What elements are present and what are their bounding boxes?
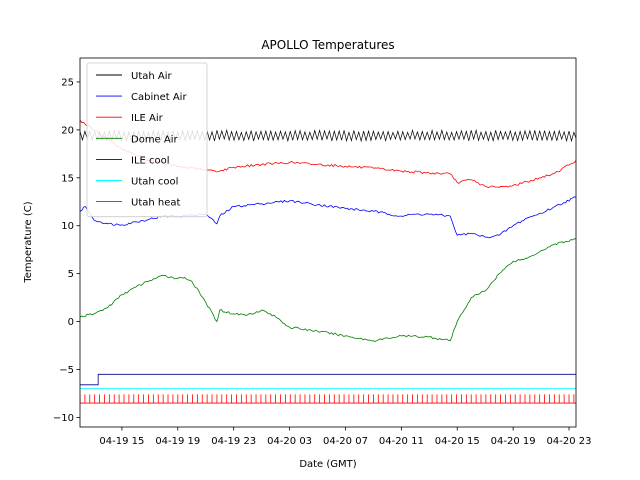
y-tick-label: −10 (53, 413, 74, 424)
series-utah-heat (80, 394, 576, 404)
plot-frame (79, 57, 577, 428)
y-tick-label: 5 (68, 269, 74, 280)
legend-label-utah-air: Utah Air (131, 71, 173, 82)
x-tick-label: 04-20 15 (435, 436, 480, 447)
legend-label-utah-cool: Utah cool (131, 177, 178, 188)
legend-label-cabinet-air: Cabinet Air (131, 92, 187, 103)
y-tick-label: 0 (68, 317, 74, 328)
legend-label-ile-air: ILE Air (131, 113, 164, 124)
x-tick-label: 04-19 19 (155, 436, 200, 447)
legend: Utah Air Cabinet Air ILE Air Dome Air ILE co… (86, 62, 208, 218)
chart-title: APOLLO Temperatures (261, 38, 394, 52)
legend-box (86, 62, 208, 218)
y-tick-label: −5 (59, 365, 74, 376)
x-axis: 04-19 15 04-19 19 04-19 23 04-20 03 04-20 07… (99, 427, 591, 447)
series-dome-air (80, 238, 576, 342)
legend-label-utah-heat: Utah heat (131, 198, 181, 209)
x-axis-label: Date (GMT) (299, 459, 356, 470)
y-axis-label: Temperature (C) (23, 201, 34, 283)
y-tick-label: 10 (61, 221, 74, 232)
x-tick-label: 04-20 07 (323, 436, 368, 447)
legend-label-ile-cool: ILE cool (131, 155, 170, 166)
x-tick-label: 04-19 15 (99, 436, 144, 447)
y-tick-label: 15 (61, 173, 74, 184)
x-tick-label: 04-20 23 (547, 436, 592, 447)
y-tick-label: 20 (61, 125, 74, 136)
y-tick-label: 25 (61, 77, 74, 88)
x-tick-label: 04-20 11 (379, 436, 424, 447)
x-tick-label: 04-20 03 (267, 436, 312, 447)
x-tick-label: 04-19 23 (211, 436, 256, 447)
x-tick-label: 04-20 19 (491, 436, 536, 447)
legend-label-dome-air: Dome Air (131, 134, 179, 145)
y-axis: −10 −5 0 5 10 15 20 25 (53, 77, 80, 424)
series-ile-cool (80, 373, 576, 386)
